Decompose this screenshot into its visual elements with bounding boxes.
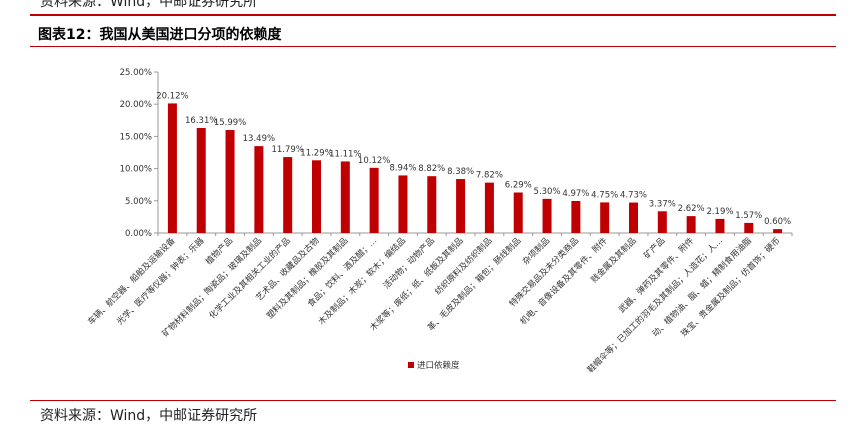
bar-value-label: 10.12%: [358, 156, 390, 166]
bar: [340, 161, 350, 233]
bar-value-label: 4.97%: [562, 189, 589, 199]
y-tick-label: 15.00%: [120, 132, 152, 142]
bar-value-label: 11.29%: [300, 148, 332, 158]
bar: [600, 202, 610, 233]
bar: [167, 103, 177, 233]
bar-value-label: 8.82%: [418, 164, 445, 174]
bar-value-label: 4.73%: [620, 191, 647, 201]
bar: [312, 160, 321, 233]
bar: [196, 127, 206, 233]
bar: [513, 192, 523, 233]
bar: [773, 229, 783, 233]
title-rule: [30, 46, 836, 47]
legend-label: 进口依赖度: [417, 360, 460, 371]
legend-swatch: [408, 362, 414, 368]
bar-value-label: 8.94%: [389, 163, 416, 173]
y-tick-label: 10.00%: [120, 165, 152, 175]
y-tick-label: 5.00%: [125, 197, 152, 207]
header-rule: [30, 14, 836, 16]
bar-value-label: 20.12%: [156, 91, 188, 101]
bar: [686, 216, 696, 233]
top-source-text: 资料来源：Wind，中邮证券研究所: [40, 0, 258, 10]
bar-value-label: 8.38%: [447, 167, 474, 177]
figure-title: 图表12：我国从美国进口分项的依赖度: [38, 27, 282, 43]
bar-value-label: 2.62%: [678, 204, 705, 214]
bar-value-label: 13.49%: [243, 134, 275, 144]
bar-value-label: 11.79%: [271, 145, 303, 155]
bar-value-label: 3.37%: [649, 199, 676, 209]
bar-value-label: 5.30%: [534, 187, 561, 197]
bar: [369, 167, 379, 233]
bar: [657, 211, 667, 233]
bar: [542, 198, 552, 233]
bar-value-label: 16.31%: [185, 116, 217, 126]
bar: [571, 200, 581, 233]
bar: [629, 202, 638, 233]
x-category-label: 鞋帽伞等；已加工的羽毛及其制品；人造花；人…: [585, 235, 725, 375]
x-category-label: 矿产品: [642, 235, 668, 261]
bar-value-label: 4.75%: [591, 190, 618, 200]
bar: [744, 222, 754, 233]
y-tick-label: 20.00%: [120, 100, 152, 110]
y-tick-label: 25.00%: [120, 68, 152, 78]
bar: [225, 130, 235, 233]
bar: [456, 179, 466, 233]
footer-rule: [30, 400, 836, 401]
bar-value-label: 0.60%: [764, 217, 791, 227]
bar-value-label: 11.11%: [329, 149, 361, 159]
bar-value-label: 15.99%: [214, 118, 246, 128]
y-tick-label: 0.00%: [125, 229, 152, 239]
bar: [484, 182, 494, 233]
bar: [715, 218, 725, 233]
bar-value-label: 2.19%: [706, 207, 733, 217]
bar: [398, 175, 408, 233]
bar-value-label: 6.29%: [505, 180, 532, 190]
x-category-label: 活动物；动物产品: [381, 235, 437, 291]
footer-source-text: 资料来源：Wind，中邮证券研究所: [40, 408, 258, 424]
bar-value-label: 7.82%: [476, 171, 503, 181]
bar: [427, 176, 437, 233]
bar: [283, 157, 293, 233]
bar: [254, 146, 264, 233]
bar-value-label: 1.57%: [735, 211, 762, 221]
